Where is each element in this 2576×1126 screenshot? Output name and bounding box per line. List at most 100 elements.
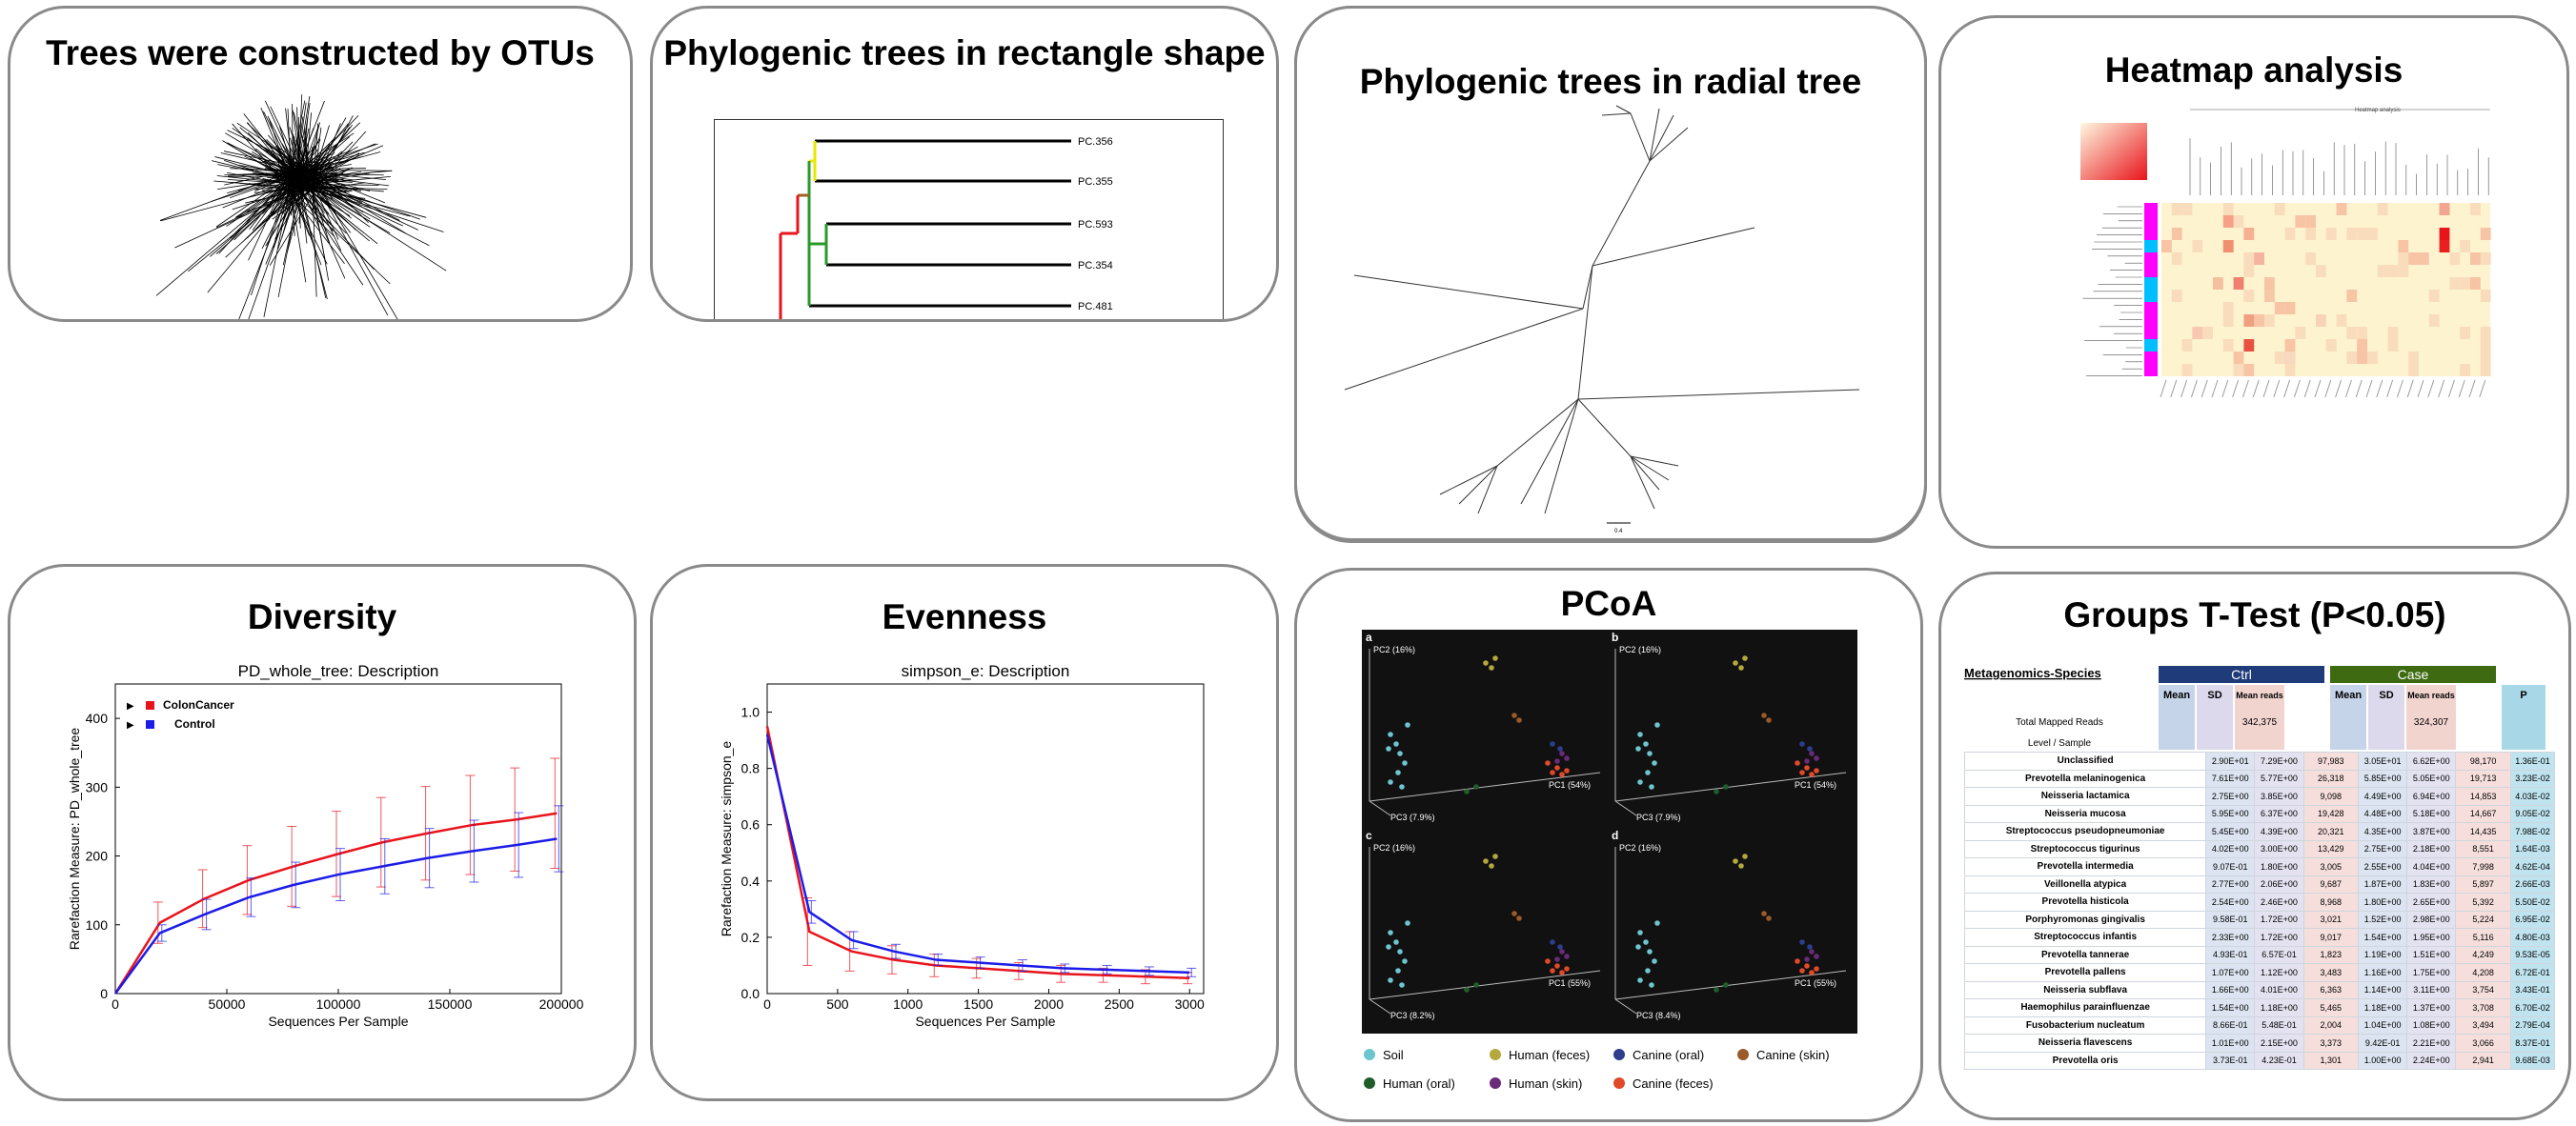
- heatmap-column-label: [2170, 379, 2178, 398]
- value-cell: 9.42E-01: [2358, 1034, 2408, 1053]
- heatmap-cell: [2233, 277, 2244, 290]
- heatmap-cell: [2480, 327, 2491, 339]
- total-case-value: 324,307: [2414, 717, 2449, 728]
- value-cell: 3.00E+00: [2254, 839, 2304, 858]
- value-cell: 4,208: [2455, 963, 2511, 982]
- pcoa-point: [1645, 968, 1651, 974]
- pcoa-point: [1809, 751, 1815, 756]
- otu-branch: [314, 115, 354, 188]
- pcoa-point: [1645, 770, 1651, 775]
- heatmap-cell: [2284, 352, 2296, 364]
- otu-branch: [287, 191, 335, 237]
- heatmap-cell: [2181, 364, 2193, 376]
- pcoa-subpanel-letter: a: [1366, 631, 1372, 644]
- otu-branch: [207, 189, 294, 293]
- value-cell: 2.18E+00: [2406, 839, 2457, 858]
- heatmap-column-label: [2458, 379, 2465, 398]
- otu-branch: [269, 144, 288, 183]
- value-cell: 6.72E-01: [2509, 963, 2556, 982]
- value-cell: 7,998: [2455, 857, 2511, 876]
- pcoa-point: [1393, 741, 1399, 747]
- tree-frame: [714, 119, 1224, 319]
- heatmap-column-label: [2262, 379, 2270, 398]
- x-tick-label: 500: [826, 996, 849, 1012]
- level-sample-label: Level / Sample: [2028, 738, 2092, 749]
- value-cell: 5.48E-01: [2254, 1015, 2304, 1035]
- value-cell: 5.50E-02: [2509, 893, 2556, 912]
- x-tick-label: 2000: [1034, 996, 1064, 1012]
- heatmap-column-label: [2190, 379, 2198, 398]
- pcoa-point: [1386, 746, 1391, 752]
- pcoa-point: [1637, 732, 1643, 737]
- otu-branch: [266, 139, 299, 170]
- pcoa-point: [1554, 758, 1560, 764]
- ttest-table-container: Metagenomics-Species Ctrl Case Mean SD Mean r…: [1963, 664, 2559, 1083]
- heatmap-chart: [2080, 109, 2491, 398]
- heatmap-cell: [2264, 314, 2275, 327]
- otu-branch: [313, 173, 354, 181]
- value-cell: 1.01E+00: [2205, 1034, 2256, 1053]
- value-cell: 3,754: [2455, 980, 2511, 999]
- heatmap-cell: [2305, 215, 2316, 228]
- value-cell: 14,667: [2455, 804, 2511, 823]
- heatmap-cell: [2428, 290, 2440, 302]
- value-cell: 3.05E+01: [2358, 752, 2408, 771]
- value-cell: 3.87E+00: [2406, 822, 2457, 841]
- heatmap-column-label: [2303, 379, 2311, 398]
- table-row: Streptococcus tigurinus 4.02E+00 3.00E+00 1…: [1963, 839, 2556, 858]
- heatmap-column-label: [2252, 379, 2260, 398]
- heatmap-column-label: [2273, 379, 2281, 398]
- pcoa-point: [1388, 977, 1393, 983]
- value-cell: 2.66E-03: [2509, 875, 2556, 894]
- otu-branch: [155, 182, 290, 296]
- pcoa-point: [1649, 982, 1654, 988]
- value-cell: 19,428: [2302, 804, 2360, 823]
- x-tick-label: 2500: [1105, 996, 1134, 1012]
- pcoa-point: [1559, 949, 1565, 955]
- heatmap-cell: [2171, 203, 2182, 215]
- pcoa-point: [1761, 713, 1767, 718]
- table-row: Neisseria subflava 1.66E+00 4.01E+00 6,363 1…: [1963, 980, 2556, 999]
- pcoa-point: [1554, 956, 1560, 962]
- value-cell: 5,392: [2455, 893, 2511, 912]
- pcoa-pc2-label: PC2 (16%): [1373, 843, 1415, 853]
- pcoa-point: [1714, 789, 1719, 794]
- diversity-chart: PD_whole_tree: Description 0 50000 100000 15…: [67, 662, 584, 1029]
- heatmap-cell: [2161, 240, 2172, 252]
- radial-branch: [1592, 160, 1651, 267]
- pcoa-point: [1761, 911, 1767, 916]
- value-cell: 1.72E+00: [2254, 928, 2304, 947]
- species-name-cell: Neisseria lactamica: [1963, 787, 2207, 806]
- column-header-cell: [2330, 685, 2366, 750]
- legend-label: ColonCancer: [163, 698, 234, 712]
- pcoa-axis: [1614, 800, 1637, 816]
- pcoa-subpanel-letter: d: [1612, 829, 1618, 842]
- value-cell: 3.85E+00: [2254, 787, 2304, 806]
- pcoa-point: [1723, 784, 1729, 790]
- value-cell: 1.80E+00: [2358, 893, 2408, 912]
- x-tick-label: 100000: [316, 996, 361, 1012]
- pcoa-point: [1492, 655, 1498, 661]
- pcoa-point: [1809, 772, 1815, 777]
- value-cell: 2.06E+00: [2254, 875, 2304, 894]
- heatmap-cell: [2346, 228, 2358, 240]
- pcoa-point: [1795, 958, 1800, 964]
- pcoa-point: [1643, 939, 1649, 945]
- legend-arrow: ▶: [127, 701, 134, 712]
- heatmap-cell: [2222, 339, 2234, 352]
- ctrl-group-label: Ctrl: [2231, 667, 2252, 682]
- heatmap-cell: [2460, 277, 2470, 290]
- value-cell: 1.72E+00: [2254, 910, 2304, 929]
- heatmap-group-bar: [2144, 290, 2158, 302]
- otu-branch: [312, 191, 317, 297]
- panel-title: Trees were constructed by OTUs: [46, 33, 595, 72]
- radial-branch: [1577, 389, 1860, 400]
- legend-marker: [1737, 1049, 1749, 1060]
- pcoa-point: [1652, 958, 1657, 964]
- pcoa-point: [1473, 784, 1479, 790]
- pcoa-point: [1635, 944, 1641, 950]
- heatmap-cell: [2284, 364, 2296, 376]
- heatmap-cell: [2357, 339, 2367, 352]
- value-cell: 20,321: [2302, 822, 2360, 841]
- heatmap-column-label: [2406, 379, 2414, 398]
